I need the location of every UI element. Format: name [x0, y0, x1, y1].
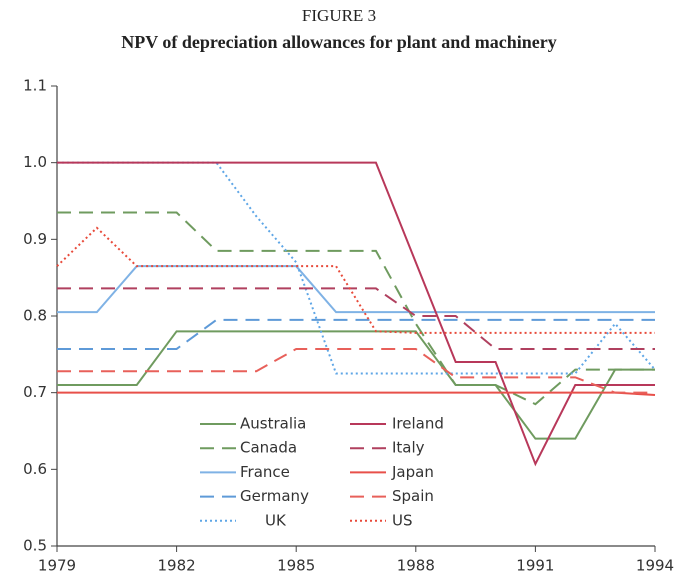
- legend-label: UK: [265, 511, 287, 529]
- legend-label: Italy: [392, 439, 425, 457]
- y-tick-label: 0.8: [23, 307, 47, 325]
- legend-label: Japan: [391, 463, 434, 481]
- legend-label: Ireland: [392, 415, 444, 433]
- series-line: [56, 226, 655, 334]
- y-tick-label: 0.7: [23, 383, 47, 401]
- legend-label: Australia: [240, 415, 306, 433]
- chart-subtitle: NPV of depreciation allowances for plant…: [121, 32, 557, 52]
- series-line: [57, 211, 655, 406]
- series-line: [57, 391, 656, 396]
- series-line: [57, 347, 655, 394]
- x-tick-label: 1982: [158, 557, 196, 575]
- x-tick-label: 1988: [397, 557, 435, 575]
- x-tick-label: 1985: [277, 557, 315, 575]
- y-tick-label: 0.5: [23, 537, 47, 555]
- series-line: [57, 161, 655, 467]
- y-tick-label: 0.9: [23, 230, 47, 248]
- series-line: [57, 287, 655, 350]
- legend-label: Canada: [240, 439, 297, 457]
- series-line: [57, 161, 656, 375]
- legend-label: Spain: [392, 487, 434, 505]
- x-tick-label: 1979: [38, 557, 76, 575]
- legend-label: France: [240, 463, 290, 481]
- legend-label: US: [392, 511, 413, 529]
- series-line: [57, 318, 655, 350]
- y-tick-label: 1.1: [23, 77, 47, 95]
- legend-label: Germany: [240, 487, 309, 505]
- y-tick-label: 1.0: [23, 153, 47, 171]
- series-line: [57, 330, 655, 440]
- y-tick-label: 0.6: [23, 460, 47, 478]
- x-tick-label: 1994: [636, 557, 674, 575]
- x-tick-label: 1991: [516, 557, 554, 575]
- chart-title: FIGURE 3: [302, 6, 376, 25]
